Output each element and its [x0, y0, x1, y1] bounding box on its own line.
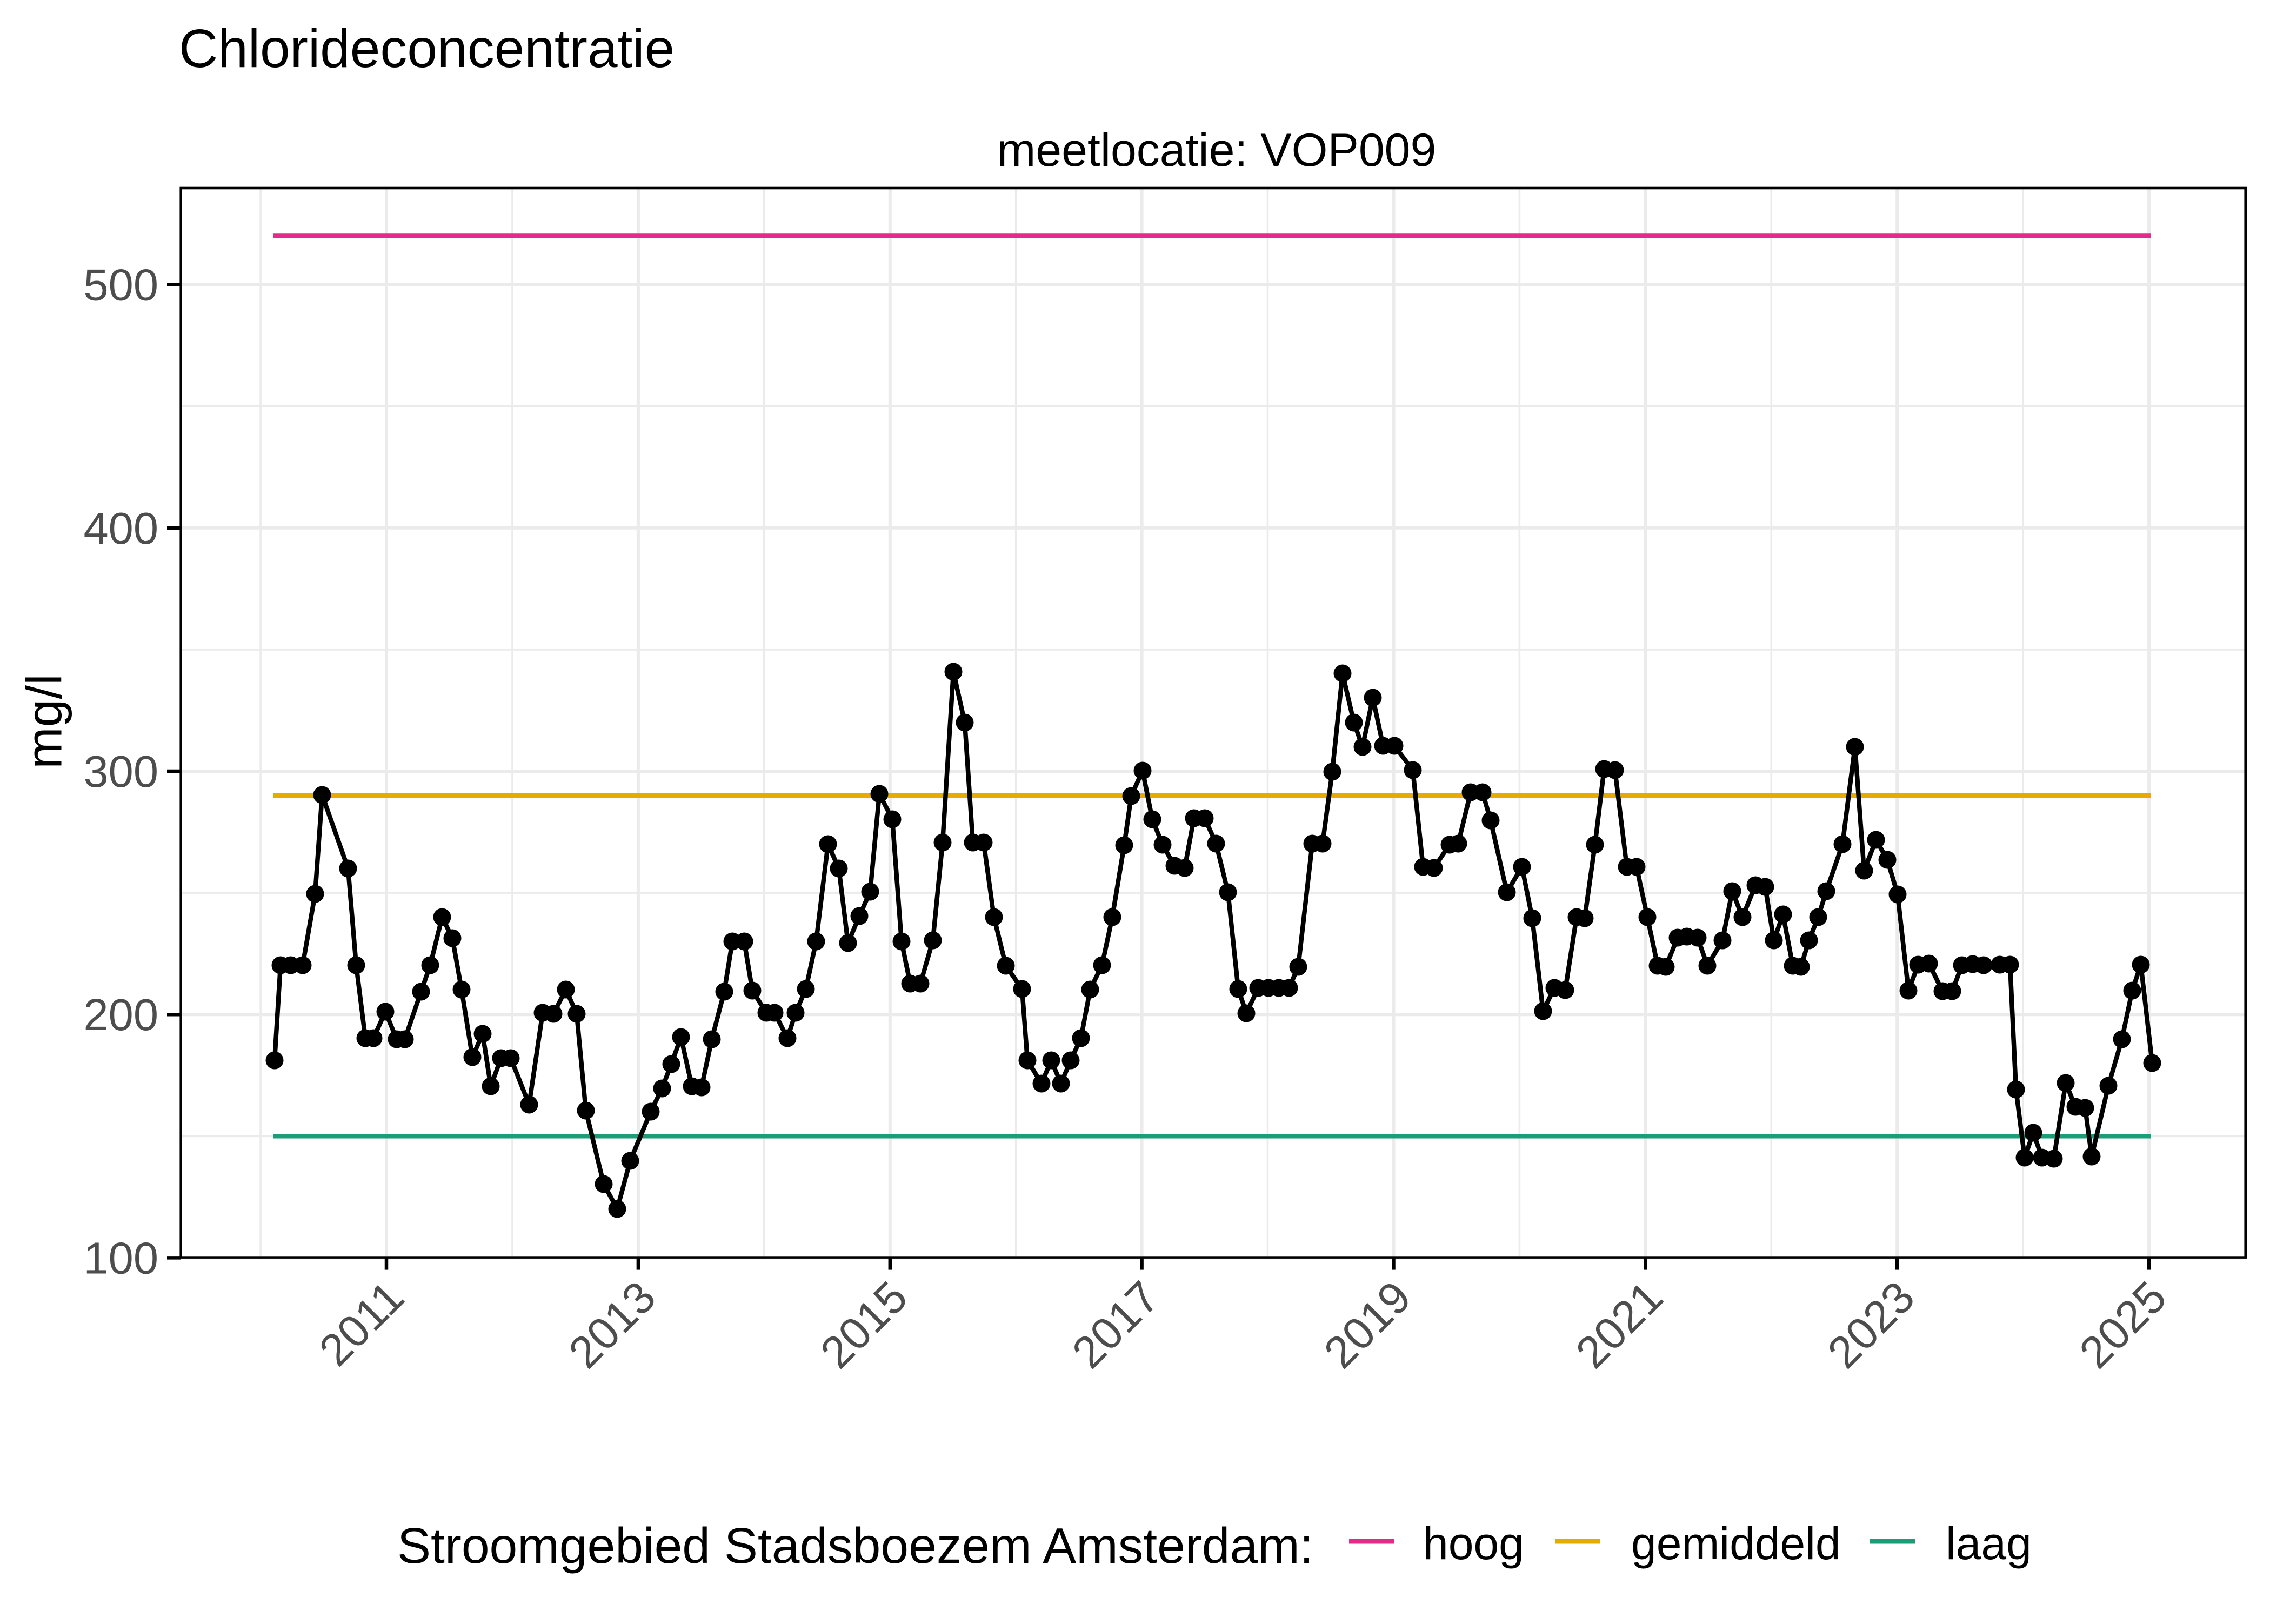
svg-text:300: 300	[84, 746, 158, 797]
svg-text:hoog: hoog	[1423, 1518, 1524, 1569]
svg-text:mg/l: mg/l	[16, 674, 72, 769]
svg-text:Chlorideconcentratie: Chlorideconcentratie	[179, 18, 675, 79]
svg-text:meetlocatie: VOP009: meetlocatie: VOP009	[997, 124, 1437, 176]
svg-text:100: 100	[84, 1233, 158, 1283]
svg-text:Stroomgebied Stadsboezem Amste: Stroomgebied Stadsboezem Amsterdam:	[397, 1518, 1314, 1574]
svg-text:400: 400	[84, 503, 158, 553]
svg-text:200: 200	[84, 990, 158, 1040]
svg-text:laag: laag	[1946, 1518, 2032, 1569]
svg-text:gemiddeld: gemiddeld	[1631, 1518, 1841, 1569]
svg-text:500: 500	[84, 260, 158, 310]
